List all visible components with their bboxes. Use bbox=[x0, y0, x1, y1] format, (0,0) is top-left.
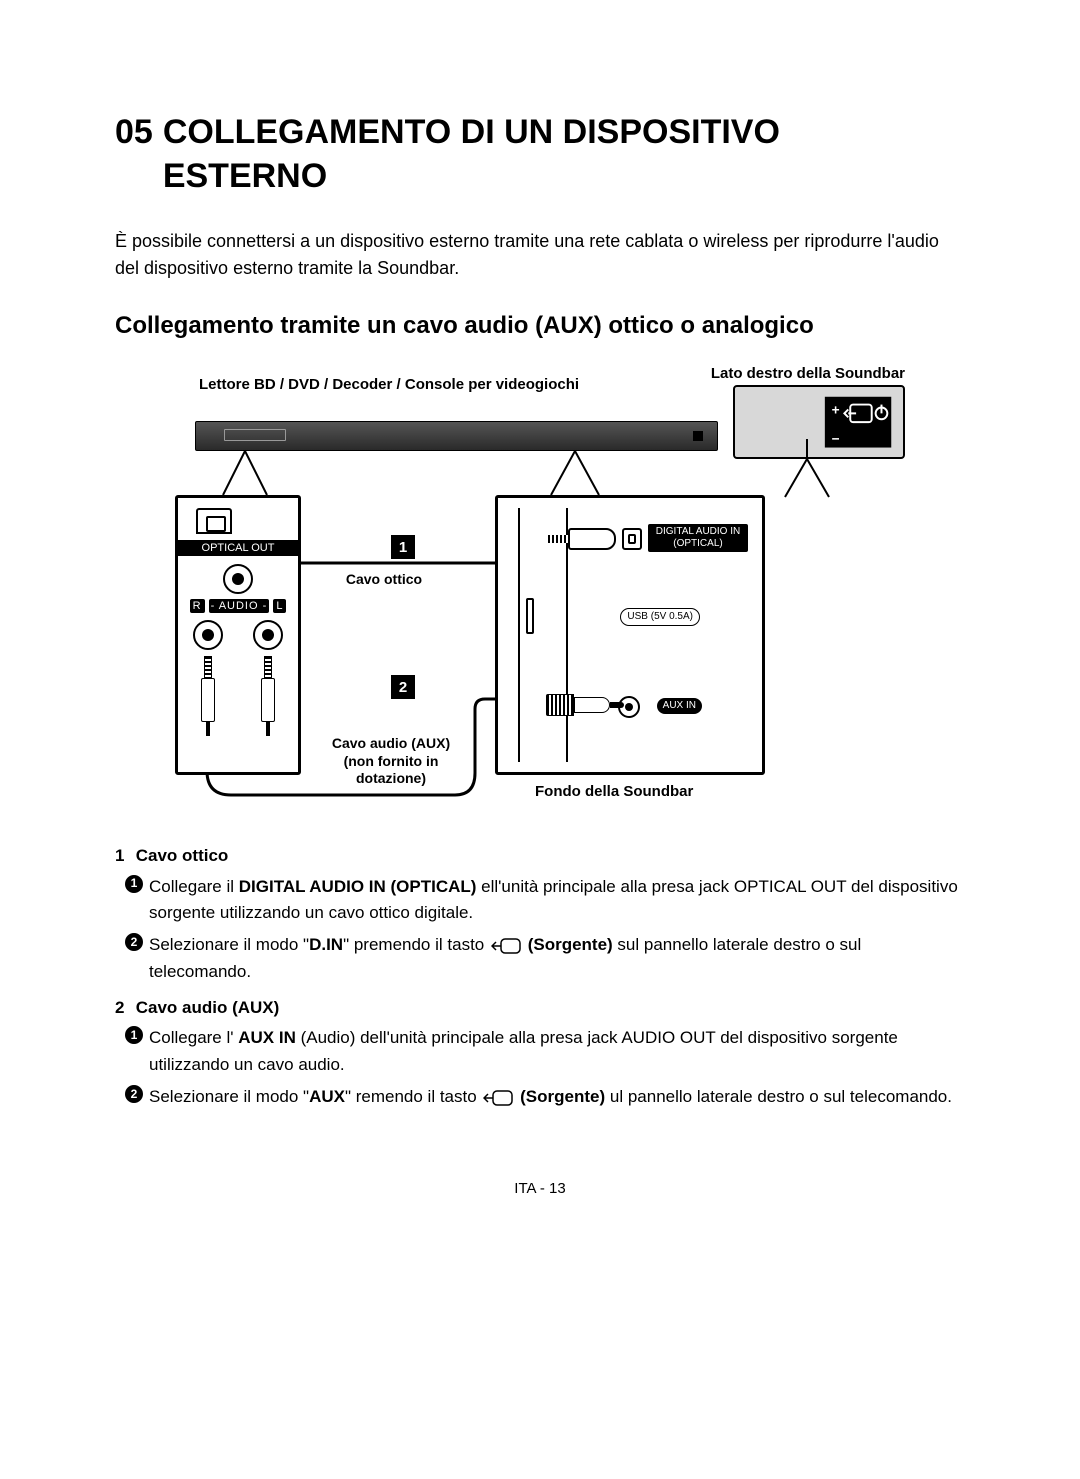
step-1-head: 1 Cavo ottico bbox=[115, 843, 965, 869]
usb-port-icon bbox=[526, 598, 534, 634]
source-icon bbox=[483, 1090, 513, 1106]
bullet-icon: 2 bbox=[125, 1085, 143, 1103]
rca-jack-l-icon bbox=[193, 620, 223, 650]
soundbar-side-icon: + − bbox=[735, 387, 903, 459]
step-1-sub-1: 1 Collegare il DIGITAL AUDIO IN (OPTICAL… bbox=[115, 874, 965, 927]
soundbar-bottom-panel: DIGITAL AUDIO IN (OPTICAL) USB (5V 0.5A)… bbox=[495, 495, 765, 775]
step-1-sub-2: 2 Selezionare il modo "D.IN" premendo il… bbox=[115, 932, 965, 985]
soundbar-side-view: + − bbox=[733, 385, 905, 459]
usb-label: USB (5V 0.5A) bbox=[620, 608, 700, 626]
aux-in-label: AUX IN bbox=[657, 698, 702, 714]
rca-plug-r-icon bbox=[261, 656, 275, 736]
dvd-player-icon bbox=[195, 421, 718, 451]
source-back-panel: OPTICAL OUT R - AUDIO - L bbox=[175, 495, 301, 775]
rca-jack-icon bbox=[223, 564, 253, 594]
svg-text:+: + bbox=[832, 403, 840, 418]
cable-aux-label: Cavo audio (AUX) (non fornito in dotazio… bbox=[311, 735, 471, 788]
cable-optical-label: Cavo ottico bbox=[329, 571, 439, 587]
step-2-sub-1: 1 Collegare l' AUX IN (Audio) dell'unità… bbox=[115, 1025, 965, 1078]
panel-rail-icon bbox=[518, 508, 568, 762]
optical-in-icon bbox=[568, 528, 642, 550]
svg-text:−: − bbox=[832, 432, 840, 447]
soundbar-right-label: Lato destro della Soundbar bbox=[711, 365, 905, 382]
source-icon bbox=[491, 938, 521, 954]
instructions: 1 Cavo ottico 1 Collegare il DIGITAL AUD… bbox=[115, 843, 965, 1110]
aux-plug-icon bbox=[546, 694, 624, 716]
chapter-title: 05 COLLEGAMENTO DI UN DISPOSITIVO ESTERNO bbox=[115, 110, 965, 198]
rca-plug-l-icon bbox=[201, 656, 215, 736]
bullet-icon: 2 bbox=[125, 933, 143, 951]
badge-2: 2 bbox=[391, 675, 415, 699]
badge-1: 1 bbox=[391, 535, 415, 559]
intro-paragraph: È possibile connettersi a un dispositivo… bbox=[115, 228, 965, 282]
optical-out-port-icon bbox=[196, 508, 232, 534]
aux-jack-icon bbox=[618, 696, 640, 718]
connection-diagram: Lettore BD / DVD / Decoder / Console per… bbox=[175, 365, 905, 825]
soundbar-bottom-label: Fondo della Soundbar bbox=[535, 783, 693, 800]
optical-out-label: OPTICAL OUT bbox=[178, 540, 298, 556]
source-device-label: Lettore BD / DVD / Decoder / Console per… bbox=[199, 375, 579, 395]
digital-audio-in-label: DIGITAL AUDIO IN (OPTICAL) bbox=[648, 524, 748, 552]
bullet-icon: 1 bbox=[125, 875, 143, 893]
step-2-head: 2 Cavo audio (AUX) bbox=[115, 995, 965, 1021]
bullet-icon: 1 bbox=[125, 1026, 143, 1044]
page-footer: ITA - 13 bbox=[115, 1180, 965, 1197]
step-2-sub-2: 2 Selezionare il modo "AUX" remendo il t… bbox=[115, 1084, 965, 1110]
audio-label: R - AUDIO - L bbox=[178, 600, 298, 612]
rca-jack-r-icon bbox=[253, 620, 283, 650]
section-title: Collegamento tramite un cavo audio (AUX)… bbox=[115, 312, 965, 340]
chapter-number: 05 bbox=[115, 113, 153, 151]
chapter-title-text: COLLEGAMENTO DI UN DISPOSITIVO ESTERNO bbox=[163, 110, 883, 198]
